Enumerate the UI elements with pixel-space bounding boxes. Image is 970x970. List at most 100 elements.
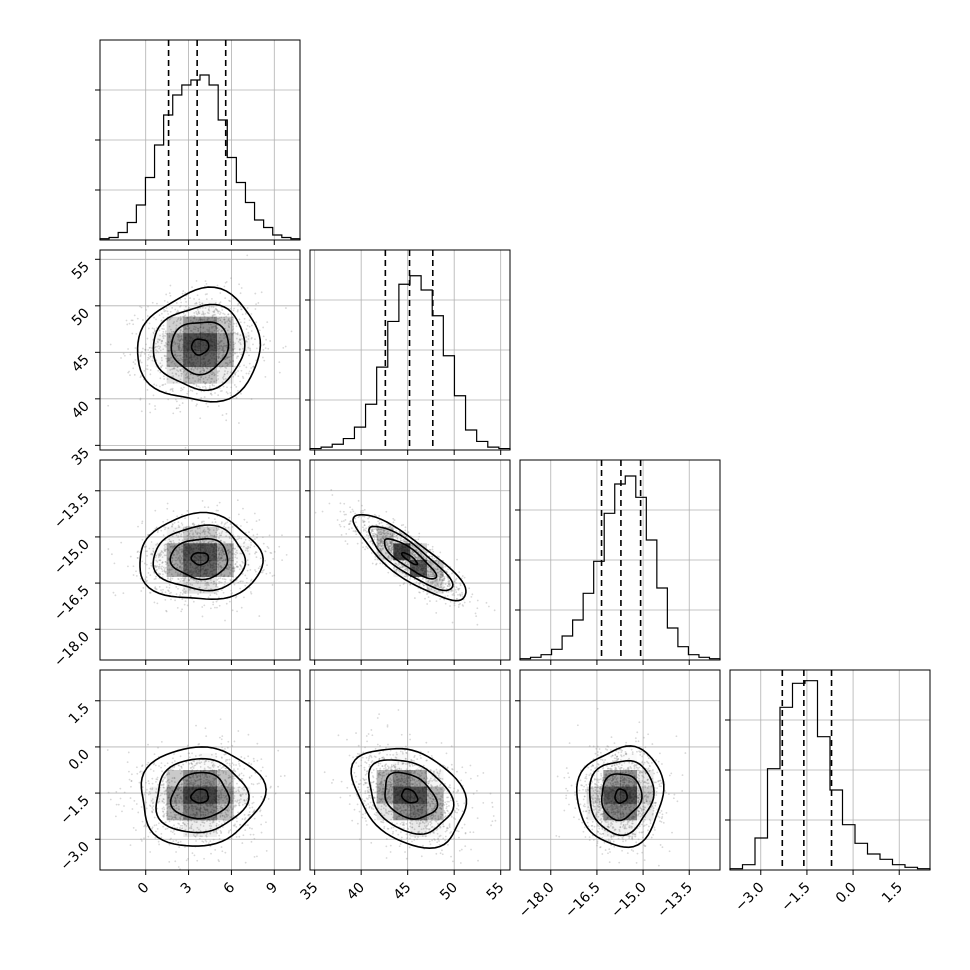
sample-point [216,309,218,311]
sample-point [404,562,407,565]
sample-point [147,349,150,351]
sample-point [181,562,184,565]
sample-point [123,791,126,794]
sample-point [436,578,439,581]
sample-point [220,357,222,360]
sample-point [181,343,184,346]
sample-point [437,585,439,588]
sample-point [156,345,158,348]
sample-point [205,778,208,781]
sample-point [375,563,377,566]
sample-point [135,829,137,832]
density-panel-2-1 [310,460,510,660]
sample-point [221,530,224,533]
sample-point [225,412,228,415]
sample-point [250,782,253,785]
sample-point [441,574,443,576]
sample-point [189,315,192,318]
sample-point [151,802,154,805]
sample-point [190,367,193,370]
sample-point [170,545,173,548]
sample-point [190,382,193,385]
sample-point [395,534,398,537]
sample-point [415,556,417,559]
sample-point [205,835,208,838]
sample-point [245,547,248,549]
sample-point [115,791,118,793]
sample-point [184,292,187,294]
sample-point [442,586,445,589]
sample-point [231,348,234,350]
sample-point [155,543,158,546]
sample-point [221,309,224,311]
sample-point [161,800,164,802]
sample-point [134,363,137,365]
sample-point [234,804,237,807]
sample-point [371,529,374,531]
sample-point [211,314,214,317]
sample-point [345,533,348,535]
sample-point [388,548,391,551]
density-cell [183,316,201,334]
sample-point [401,571,404,574]
sample-point [156,542,159,545]
sample-point [431,582,434,585]
sample-point [192,578,195,581]
sample-point [454,588,457,591]
sample-point [232,331,235,334]
sample-point [146,368,149,371]
sample-point [220,556,223,559]
sample-point [178,343,181,346]
sample-point [219,311,222,314]
sample-point [194,302,197,305]
sample-point [178,546,181,549]
sample-point [146,579,148,582]
sample-point [217,310,220,313]
sample-point [175,794,178,797]
sample-point [165,781,168,783]
sample-point [228,783,231,786]
sample-point [198,778,201,781]
sample-point [206,534,209,537]
sample-point [224,580,226,583]
sample-point [233,768,235,771]
sample-point [143,793,145,796]
sample-point [386,543,389,546]
sample-point [207,531,210,533]
sample-point [402,571,404,574]
sample-point [140,410,143,413]
sample-point [229,360,232,363]
sample-point [239,580,242,583]
histogram-frame-2 [519,459,721,661]
sample-point [186,328,189,330]
sample-point [213,592,216,595]
sample-point [114,594,117,597]
sample-point [390,542,393,544]
sample-point [203,315,206,318]
sample-point [152,331,155,334]
sample-point [209,607,212,610]
sample-point [240,537,243,540]
sample-point [231,790,234,793]
sample-point [434,584,437,587]
sample-point [470,595,473,598]
sample-point [403,540,406,543]
sample-point [199,387,202,389]
sample-point [186,371,189,373]
sample-point [188,327,191,329]
sample-point [220,556,222,559]
sample-point [236,561,238,563]
sample-point [440,576,442,579]
sample-point [156,602,159,605]
sample-point [232,341,235,344]
sample-point [285,553,288,556]
sample-point [199,331,202,334]
sample-point [431,581,434,584]
sample-point [197,785,199,787]
sample-point [148,591,151,594]
sample-point [193,524,195,527]
sample-point [405,563,408,566]
sample-point [155,780,157,783]
sample-point [180,573,182,576]
sample-point [213,582,216,585]
